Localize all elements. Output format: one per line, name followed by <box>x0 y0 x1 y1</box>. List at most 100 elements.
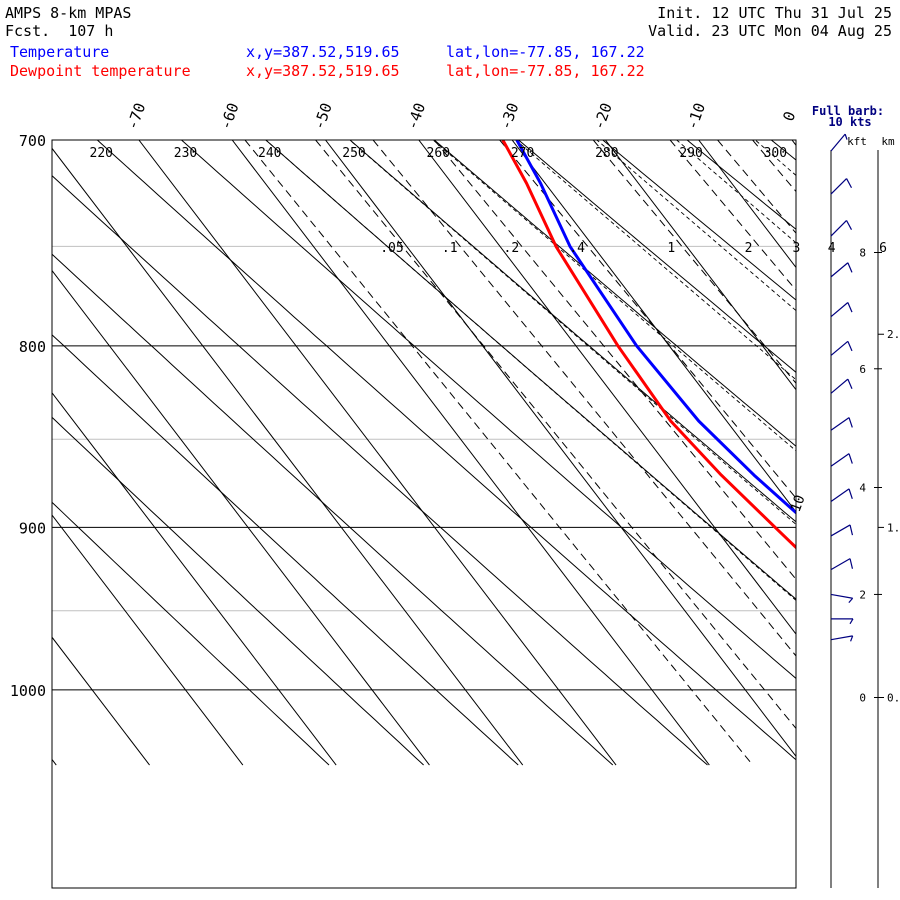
init-time: Init. 12 UTC Thu 31 Jul 25 <box>657 4 892 22</box>
km-tick-label: 2. <box>887 328 900 341</box>
wind-barb <box>830 378 853 394</box>
dry-adiabat-line <box>433 140 796 447</box>
pressure-tick-label: 900 <box>19 519 46 537</box>
isentrope-label: 280 <box>595 146 618 161</box>
isentrope-label: 260 <box>427 146 450 161</box>
mixing-ratio-line <box>244 140 754 766</box>
wind-barb <box>831 618 854 625</box>
dry-adiabat-line <box>265 140 796 600</box>
mixing-ratio-label: .05 <box>380 241 403 256</box>
temperature-tick-label: -50 <box>310 100 336 132</box>
km-tick-label: 0. <box>887 692 900 705</box>
wind-barb <box>830 340 853 356</box>
mixing-ratio-label: 6 <box>879 241 887 256</box>
dry-adiabat-line <box>349 140 796 523</box>
mixing-ratio-line <box>372 140 796 657</box>
plot-frame <box>51 139 797 889</box>
dry-adiabat-line <box>686 140 796 230</box>
mixing-ratio-label: .4 <box>569 241 585 256</box>
wind-barb <box>830 302 853 318</box>
mixing-ratio-line <box>841 140 900 765</box>
wind-barb <box>830 524 854 537</box>
dry-adiabat-line <box>52 253 614 766</box>
temperature-legend-label: Temperature <box>10 43 110 61</box>
mixing-ratio-line <box>592 140 796 384</box>
kft-axis-label: kft <box>847 135 867 148</box>
moist-adiabat-line <box>265 140 796 601</box>
dewpoint-legend-xy: x,y=387.52,519.65 <box>246 62 400 80</box>
isentrope-label: 230 <box>174 146 197 161</box>
wind-barb <box>830 593 854 604</box>
moist-adiabat-line <box>432 140 796 452</box>
moist-adiabat-label: 10 <box>788 493 809 514</box>
mixing-ratio-label: 2 <box>745 241 753 256</box>
grid-layer <box>52 140 900 766</box>
kft-tick-label: 2 <box>859 588 866 601</box>
dry-adiabat-line <box>181 140 796 680</box>
dry-adiabat-line <box>602 140 796 301</box>
wind-barb <box>830 178 853 195</box>
mixing-ratio-label: 3 <box>793 241 801 256</box>
isotherm-line <box>52 269 430 766</box>
wind-barb <box>830 417 853 431</box>
temperature-tick-label: -20 <box>590 100 616 132</box>
dewpoint-profile-line <box>501 140 796 550</box>
isotherm-line <box>791 140 796 147</box>
mixing-ratio-label: .2 <box>504 241 520 256</box>
dry-adiabat-line <box>52 501 330 766</box>
dry-adiabat-line <box>518 140 796 373</box>
temperature-tick-label: -10 <box>683 100 709 132</box>
dry-adiabat-line <box>770 140 796 161</box>
moist-adiabat-line <box>349 140 796 525</box>
isentrope-label: 240 <box>258 146 281 161</box>
temperature-tick-label: -70 <box>123 100 149 132</box>
isotherm-line <box>325 140 796 758</box>
kft-tick-label: 4 <box>859 481 866 494</box>
temperature-legend-latlon: lat,lon=-77.85, 167.22 <box>446 43 645 61</box>
isentrope-label: 300 <box>764 146 787 161</box>
kft-tick-label: 8 <box>859 247 866 260</box>
dry-adiabat-line <box>52 175 708 766</box>
mixing-ratio-line <box>804 140 900 765</box>
wind-barb <box>830 133 848 152</box>
isotherm-line <box>52 147 524 766</box>
dewpoint-legend-label: Dewpoint temperature <box>10 62 191 80</box>
isentrope-label: 290 <box>679 146 702 161</box>
isotherm-line <box>698 140 796 269</box>
isotherm-line <box>605 140 796 391</box>
wind-barb <box>830 220 853 237</box>
isotherm-line <box>231 140 710 766</box>
profile-layer <box>501 140 796 550</box>
wind-barb <box>830 262 853 278</box>
mixing-ratio-label: 1 <box>667 241 675 256</box>
dewpoint-legend-latlon: lat,lon=-77.85, 167.22 <box>446 62 645 80</box>
model-title: AMPS 8-km MPAS <box>5 4 132 22</box>
isotherm-line <box>138 140 617 766</box>
isotherm-line <box>511 140 796 513</box>
barb-legend-line1: Full barb: <box>812 104 884 118</box>
wind-barb <box>830 488 853 502</box>
pressure-tick-label: 700 <box>19 132 46 150</box>
temperature-tick-label: -60 <box>216 100 242 132</box>
mixing-ratio-line <box>669 140 796 291</box>
temperature-profile-line <box>515 140 796 515</box>
isotherm-line <box>52 391 337 766</box>
pressure-tick-label: 800 <box>19 338 46 356</box>
forecast-hour: Fcst. 107 h <box>5 22 114 40</box>
isotherm-line <box>52 758 57 766</box>
mixing-ratio-label: 4 <box>828 241 836 256</box>
kft-tick-label: 6 <box>859 363 866 376</box>
isotherm-line <box>52 636 150 766</box>
wind-barb <box>830 558 854 571</box>
dry-adiabat-line <box>96 140 796 761</box>
isentrope-label: 250 <box>342 146 365 161</box>
km-tick-label: 1. <box>887 521 900 534</box>
km-axis-label: km <box>881 135 895 148</box>
temperature-tick-label: -40 <box>403 100 429 132</box>
isentrope-label: 270 <box>511 146 534 161</box>
wind-barb <box>830 635 854 642</box>
mixing-ratio-line <box>315 140 796 730</box>
